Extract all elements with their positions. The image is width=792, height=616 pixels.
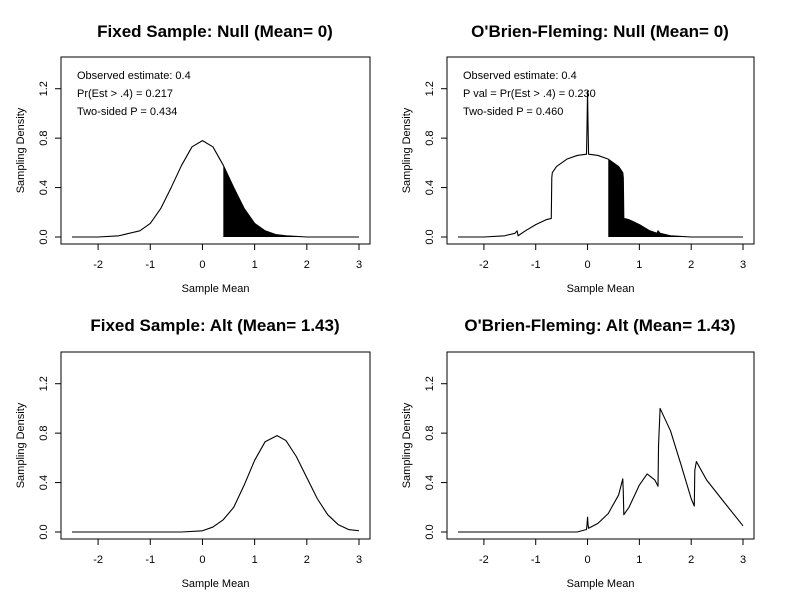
annotation-text: Two-sided P = 0.460	[463, 106, 563, 118]
x-tick-label: 1	[636, 554, 642, 566]
y-tick-label: 0.0	[424, 229, 436, 244]
y-tick-label: 0.0	[38, 229, 50, 244]
plot-frame	[60, 56, 371, 245]
x-tick-label: 2	[304, 554, 310, 566]
y-tick-label: 1.2	[38, 376, 50, 391]
y-tick-label: 1.2	[38, 81, 50, 96]
chart-title: O'Brien-Fleming: Null (Mean= 0)	[471, 22, 729, 41]
chart-panel-1: Fixed Sample: Null (Mean= 0) -2 -1 0 1 2 3 0.0 0…	[15, 22, 371, 295]
y-axis-label: Sampling Density	[401, 107, 413, 193]
x-tick-label: -2	[93, 554, 103, 566]
y-tick-label: 0.8	[424, 130, 436, 145]
x-tick-label: 1	[636, 259, 642, 271]
x-tick-label: -1	[531, 259, 541, 271]
y-tick-label: 1.2	[424, 376, 436, 391]
density-curve	[72, 435, 360, 533]
y-tick-label: 1.2	[424, 81, 436, 96]
annotation-text: Observed estimate: 0.4	[77, 70, 191, 82]
density-curve	[72, 140, 359, 238]
x-axis-label: Sample Mean	[567, 578, 635, 590]
y-tick-label: 0.4	[424, 180, 436, 195]
annotation-text: P val = Pr(Est > .4) = 0.230	[463, 88, 596, 100]
x-axis-label: Sample Mean	[182, 283, 250, 295]
density-curve	[458, 90, 743, 238]
x-tick-label: 3	[356, 259, 362, 271]
y-axis-label: Sampling Density	[15, 402, 27, 488]
chart-panel-2: O'Brien-Fleming: Null (Mean= 0) -2 -1 0 1 2 3 0…	[401, 22, 755, 295]
x-tick-label: -2	[93, 259, 103, 271]
chart-title: Fixed Sample: Alt (Mean= 1.43)	[90, 316, 339, 335]
x-tick-label: 2	[304, 259, 310, 271]
plot-frame	[60, 351, 371, 540]
x-tick-label: 2	[688, 554, 694, 566]
shaded-tail-area	[223, 165, 359, 237]
y-tick-label: 0.8	[424, 425, 436, 440]
x-tick-label: 3	[740, 259, 746, 271]
x-tick-label: 2	[688, 259, 694, 271]
annotation-text: Observed estimate: 0.4	[463, 70, 577, 82]
chart-title: Fixed Sample: Null (Mean= 0)	[97, 22, 333, 41]
x-axis-label: Sample Mean	[567, 283, 635, 295]
density-curve	[458, 407, 744, 533]
plot-frame	[446, 351, 755, 540]
x-tick-label: -1	[145, 259, 155, 271]
y-tick-label: 0.4	[38, 180, 50, 195]
x-tick-label: -1	[531, 554, 541, 566]
x-tick-label: -1	[145, 554, 155, 566]
x-tick-label: 1	[252, 259, 258, 271]
y-tick-label: 0.0	[38, 524, 50, 539]
y-axis-label: Sampling Density	[401, 402, 413, 488]
y-tick-label: 0.0	[424, 524, 436, 539]
chart-title: O'Brien-Fleming: Alt (Mean= 1.43)	[464, 316, 735, 335]
x-tick-label: 0	[584, 554, 590, 566]
x-tick-label: -2	[479, 554, 489, 566]
chart-panel-3: Fixed Sample: Alt (Mean= 1.43) -2 -1 0 1 2 3 0.…	[15, 316, 371, 590]
x-tick-label: -2	[479, 259, 489, 271]
y-tick-label: 0.8	[38, 425, 50, 440]
y-axis-label: Sampling Density	[15, 107, 27, 193]
x-tick-label: 0	[584, 259, 590, 271]
annotation-text: Pr(Est > .4) = 0.217	[77, 88, 173, 100]
chart-panel-4: O'Brien-Fleming: Alt (Mean= 1.43) -2 -1 0 1 2…	[401, 316, 755, 590]
x-tick-label: 0	[199, 259, 205, 271]
x-axis-label: Sample Mean	[182, 578, 250, 590]
x-tick-label: 3	[740, 554, 746, 566]
shaded-tail-area	[608, 159, 743, 237]
x-tick-label: 1	[252, 554, 258, 566]
y-tick-label: 0.4	[424, 475, 436, 490]
x-tick-label: 0	[199, 554, 205, 566]
plot-frame	[446, 56, 755, 245]
y-tick-label: 0.4	[38, 475, 50, 490]
y-tick-label: 0.8	[38, 130, 50, 145]
annotation-text: Two-sided P = 0.434	[77, 106, 177, 118]
x-tick-label: 3	[356, 554, 362, 566]
